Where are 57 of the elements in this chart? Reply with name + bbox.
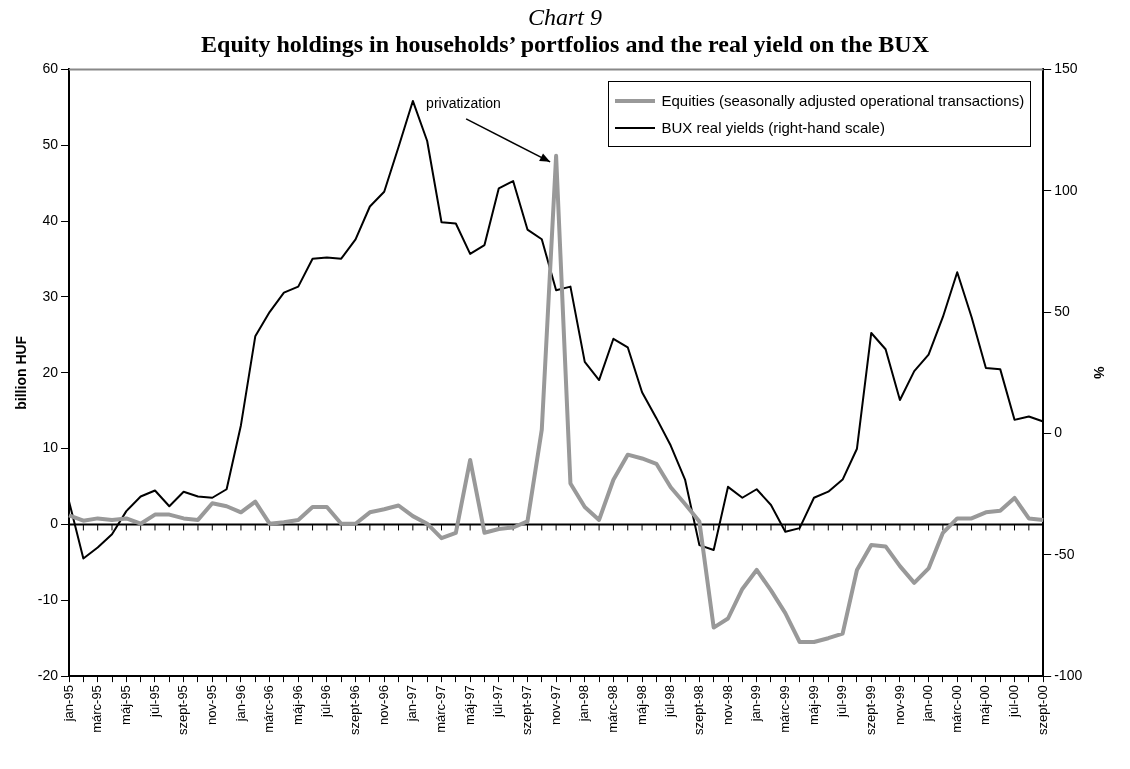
legend-label: Equities (seasonally adjusted operational transactions) xyxy=(661,92,1025,110)
y2-tick-label: 50 xyxy=(1054,302,1070,319)
x-tick-label: nov-97 xyxy=(547,685,563,725)
x-tick-label: máj-97 xyxy=(461,685,477,725)
y2-tick-label: -50 xyxy=(1054,545,1075,562)
x-tick-label: szept-96 xyxy=(347,685,363,736)
x-tick-label: nov-95 xyxy=(203,685,219,725)
chart-title: Chart 9 xyxy=(527,4,603,31)
y-tick-label: 40 xyxy=(42,211,59,228)
x-tick-label: márc-98 xyxy=(604,685,620,733)
x-tick-label: júl-95 xyxy=(146,685,162,718)
x-tick-label: jan-98 xyxy=(576,685,592,723)
x-tick-label: nov-98 xyxy=(719,685,735,725)
x-tick-label: máj-96 xyxy=(289,685,305,725)
x-tick-label: máj-00 xyxy=(977,685,993,725)
y2-tick-label: 0 xyxy=(1054,424,1063,441)
y-tick-label: 60 xyxy=(42,60,59,77)
y2-tick-label: 150 xyxy=(1054,60,1078,77)
x-tick-label: nov-99 xyxy=(891,685,907,725)
x-tick-label: márc-96 xyxy=(261,685,277,733)
x-tick-label: szept-97 xyxy=(519,685,535,736)
x-tick-label: márc-97 xyxy=(433,685,449,733)
x-tick-label: máj-99 xyxy=(805,685,821,725)
y-tick-label: 20 xyxy=(42,363,59,380)
x-tick-label: júl-97 xyxy=(490,685,506,718)
x-tick-label: júl-96 xyxy=(318,685,334,718)
x-tick-label: júl-00 xyxy=(1006,685,1022,718)
y-tick-label: -10 xyxy=(37,591,59,608)
x-tick-label: jan-99 xyxy=(748,685,764,723)
x-tick-label: júl-98 xyxy=(662,685,678,718)
x-tick-label: máj-98 xyxy=(633,685,649,725)
y-tick-label: 50 xyxy=(42,136,59,153)
y-tick-label: -20 xyxy=(37,667,59,683)
x-tick-label: szept-00 xyxy=(1034,685,1050,736)
x-tick-label: júl-99 xyxy=(834,685,850,718)
x-tick-label: szept-95 xyxy=(175,685,191,736)
y-axis-title: billion HUF xyxy=(13,335,30,410)
y2-axis-title: % xyxy=(1090,366,1107,380)
x-tick-label: szept-99 xyxy=(862,685,878,736)
annotation: privatization xyxy=(426,94,501,111)
x-tick-label: jan-97 xyxy=(404,685,420,723)
x-tick-label: jan-96 xyxy=(232,685,248,723)
x-tick-label: máj-95 xyxy=(117,685,133,725)
y-tick-label: 0 xyxy=(50,515,59,532)
x-tick-label: nov-96 xyxy=(375,685,391,725)
x-tick-label: márc-95 xyxy=(89,685,105,733)
x-tick-label: jan-95 xyxy=(60,685,76,723)
x-tick-label: szept-98 xyxy=(690,685,706,736)
x-tick-label: jan-00 xyxy=(920,685,936,723)
chart-subtitle: Equity holdings in households’ portfolios and the real yield on the BUX xyxy=(200,31,930,58)
x-tick-label: márc-99 xyxy=(776,685,792,733)
y2-tick-label: -100 xyxy=(1054,667,1083,683)
y-tick-label: 10 xyxy=(42,439,59,456)
y2-tick-label: 100 xyxy=(1054,181,1078,198)
y-tick-label: 30 xyxy=(42,287,59,304)
legend-label: BUX real yields (right-hand scale) xyxy=(661,119,885,137)
x-tick-label: márc-00 xyxy=(948,685,964,733)
